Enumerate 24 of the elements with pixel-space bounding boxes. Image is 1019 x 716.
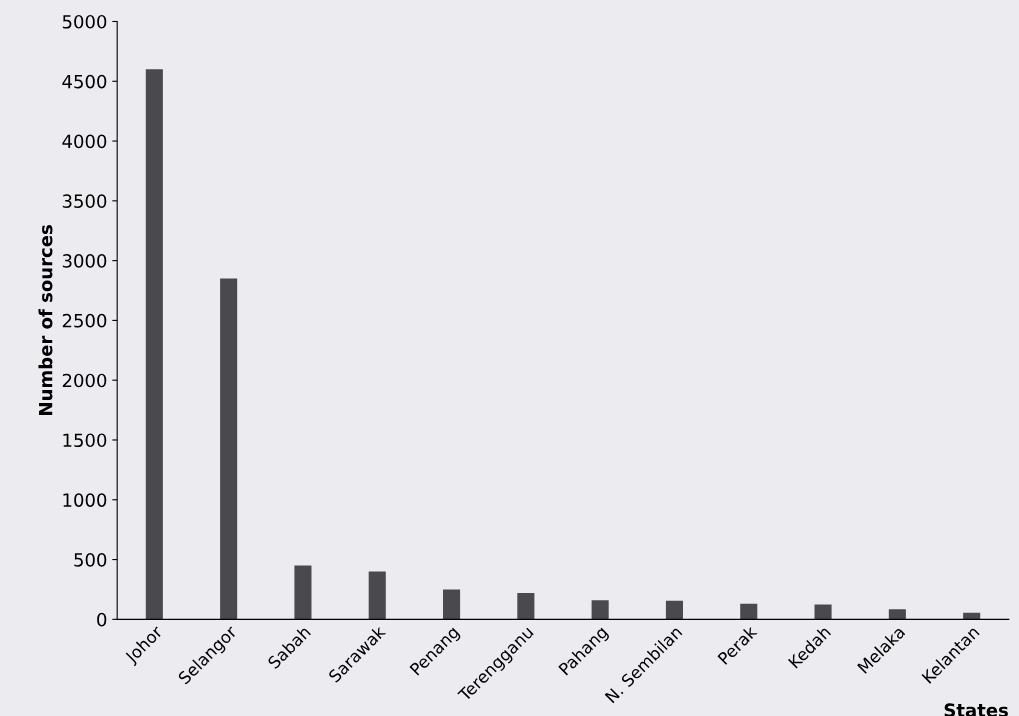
y-tick-label: 3000 (62, 254, 107, 268)
y-tick-label: 1000 (63, 493, 107, 507)
y-tick-label: 1500 (63, 433, 107, 448)
y-tick-label: 4000 (62, 134, 107, 149)
bar (740, 603, 758, 620)
bar (665, 600, 683, 620)
bar (294, 565, 312, 620)
bar (963, 612, 981, 620)
bar (145, 69, 163, 620)
y-tick-label: 3500 (62, 194, 107, 208)
bar (517, 593, 535, 620)
bar (368, 571, 386, 620)
y-tick-label: 4500 (62, 74, 107, 89)
y-tick-label: 5000 (62, 14, 107, 29)
y-tick-label: 2500 (62, 313, 107, 328)
bar (220, 278, 238, 620)
bar (443, 589, 461, 620)
y-tick-label: 0 (97, 612, 107, 627)
bar (814, 604, 832, 620)
bar (888, 609, 906, 620)
y-tick-label: 500 (74, 553, 107, 567)
y-axis-title: Number of sources (38, 225, 53, 415)
y-tick-label: 2000 (62, 373, 107, 388)
bar (591, 600, 609, 620)
